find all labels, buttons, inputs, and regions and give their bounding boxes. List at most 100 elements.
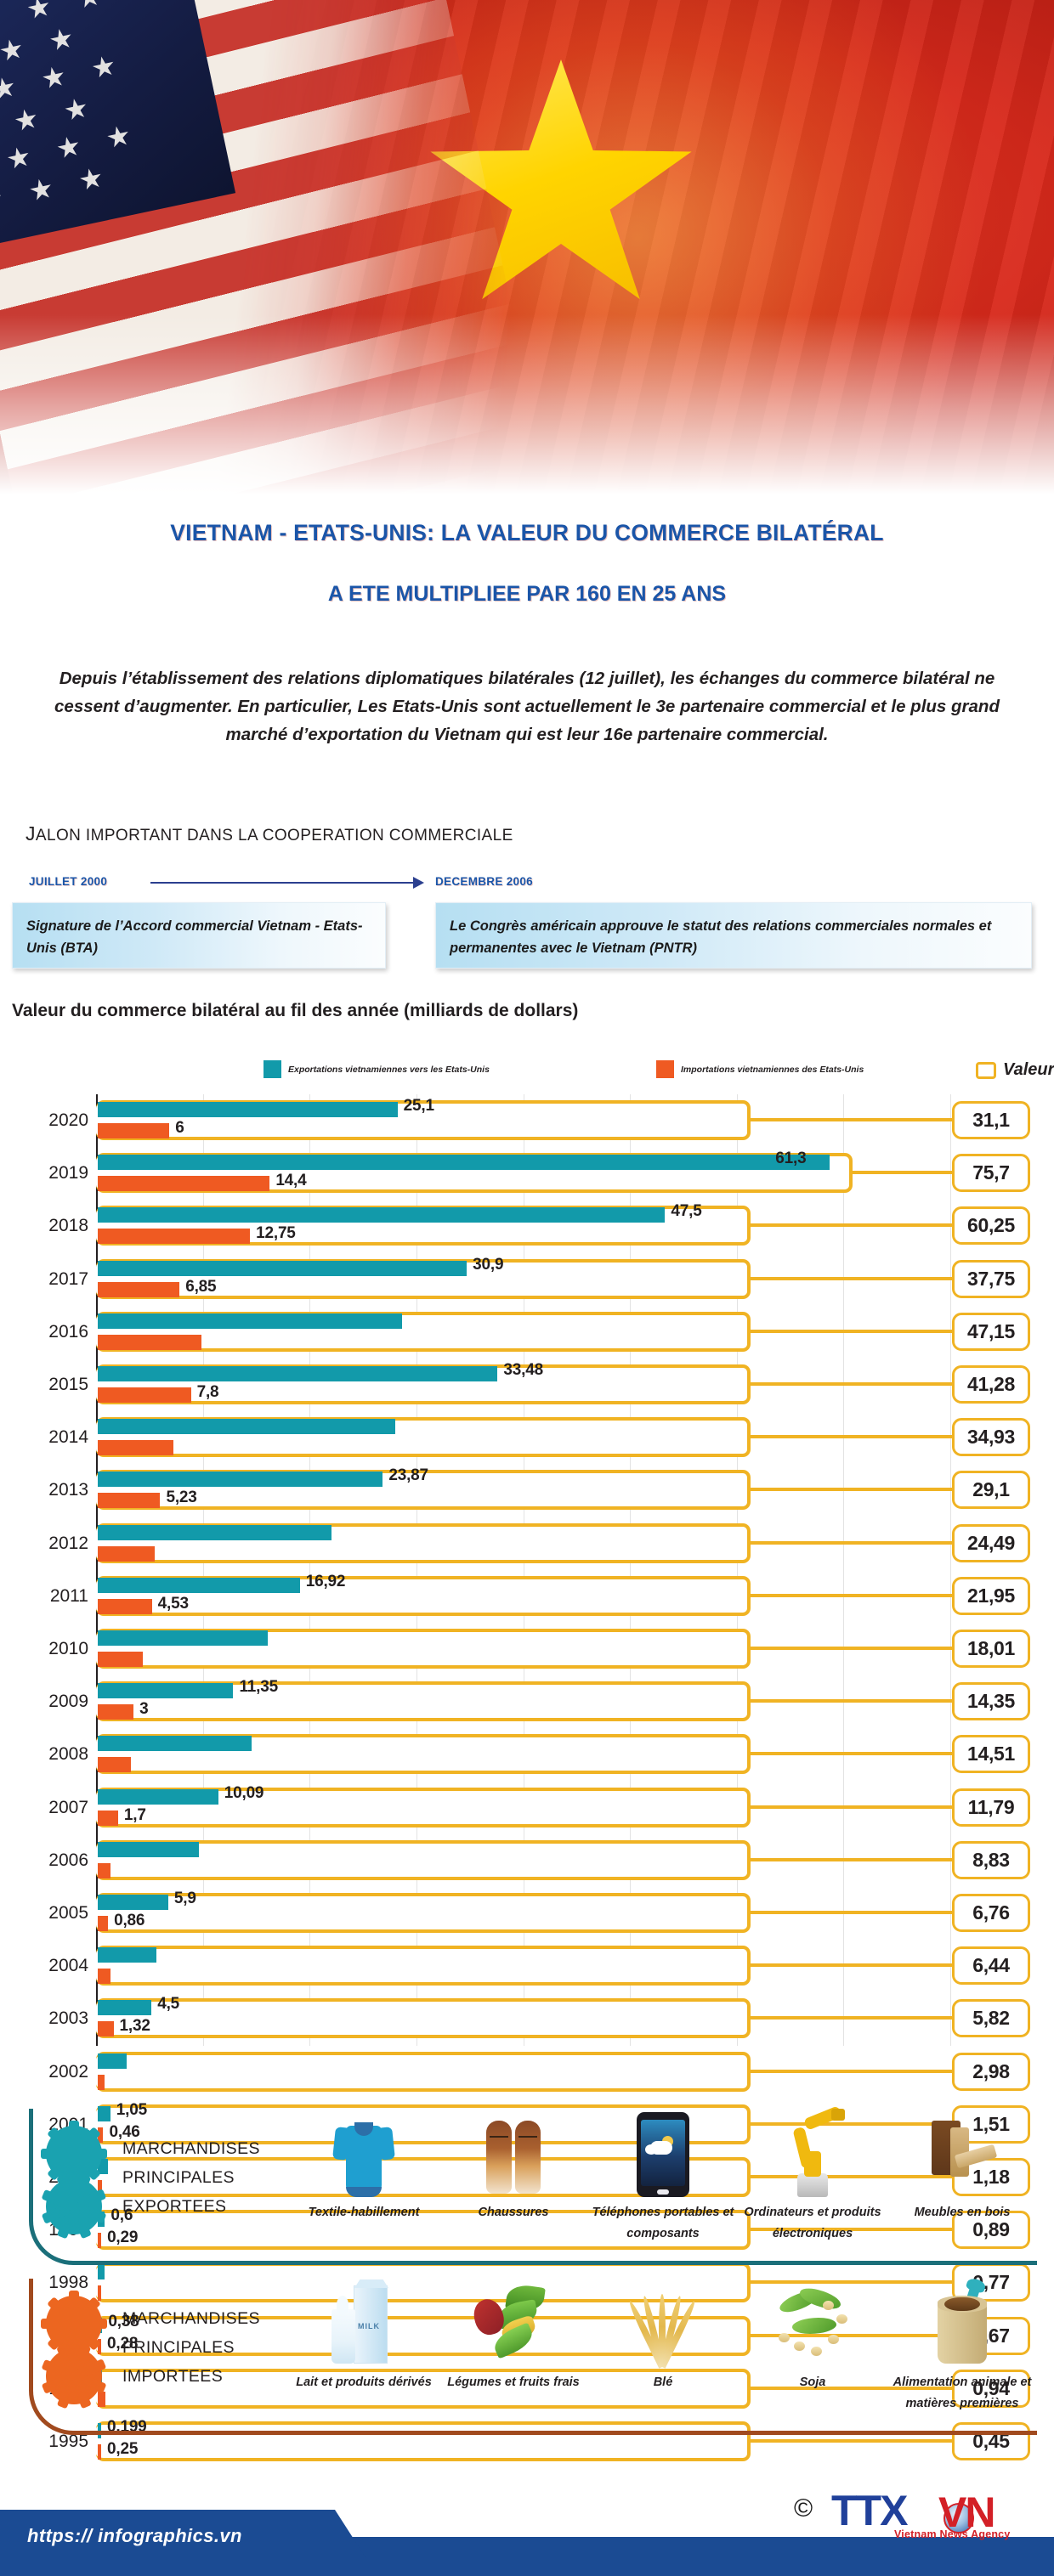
gridline (630, 1094, 631, 2046)
import-bar (98, 1598, 152, 1614)
export-value-label: 1,05 (116, 2100, 147, 2119)
logo-text: TTX (831, 2487, 908, 2534)
chart-year-label: 2016 (48, 1321, 88, 1342)
total-value-badge: 6,76 (952, 1894, 1030, 1932)
import-value-label: 12,75 (256, 1224, 296, 1243)
export-bar (98, 1683, 234, 1699)
milestone-card-2: Le Congrès américain approuve le statut … (435, 902, 1032, 969)
total-value-connector (751, 1276, 952, 1280)
legend-label-imports: Importations vietnamiennes des Etats-Uni… (681, 1064, 864, 1075)
import-bar (98, 1969, 111, 1985)
legend-label-total: Valeur totale (1003, 1060, 1054, 1079)
exports-panel-frame (29, 2109, 1037, 2265)
export-value-label: 11,35 (239, 1678, 278, 1697)
chart-gridlines (96, 1094, 951, 2046)
import-value-label: 7,8 (196, 1383, 219, 1401)
chart-title: Valeur du commerce bilatéral au fil des … (12, 1001, 579, 1020)
list-item: Soja (738, 2275, 887, 2433)
mobile-phone-icon (588, 2105, 738, 2197)
total-value-badge: 14,51 (952, 1735, 1030, 1774)
total-value-connector (751, 2333, 952, 2337)
export-bar (98, 1260, 468, 1276)
imports-item-label: Soja (799, 2375, 826, 2389)
footer: https:// infographics.vn © TTX VN Vietna… (0, 2487, 1054, 2576)
total-value-capsule (96, 1998, 751, 2039)
chart-year-label: 2010 (48, 1639, 88, 1659)
export-value-label: 16,92 (305, 1572, 346, 1590)
chart-row: 2003 5,82 4,5 1,32 (0, 1992, 1054, 2045)
chart-y-axis (96, 1094, 98, 2046)
total-value-capsule (96, 1893, 751, 1933)
page-title-line1: VIETNAM - ETATS-UNIS: LA VALEUR DU COMME… (170, 520, 884, 545)
exports-label-line-2: PRINCIPALES (122, 2168, 235, 2187)
chart-year-label: 2013 (48, 1480, 88, 1500)
total-value-connector (751, 2069, 952, 2073)
total-value-badge: 8,83 (952, 1840, 1030, 1879)
footer-url[interactable]: https:// infographics.vn (27, 2525, 242, 2546)
export-bar (98, 1841, 200, 1857)
export-bar (98, 1313, 403, 1329)
chart-row: 1995 0,45 0,199 0,25 (0, 2415, 1054, 2468)
total-value-badge: 5,82 (952, 1999, 1030, 2038)
vegetables-icon (439, 2275, 588, 2367)
import-value-label: 6 (175, 1119, 184, 1137)
legend-item-total: Valeur totale (976, 1060, 1054, 1080)
exports-goods-list: Textile-habillement Chaussures Téléphone… (289, 2105, 1037, 2263)
total-value-connector (751, 1963, 952, 1968)
total-value-badge: 24,49 (952, 1523, 1030, 1562)
chart-year-label: 2008 (48, 1744, 88, 1765)
chart-row: 2011 21,95 16,92 4,53 (0, 1570, 1054, 1623)
export-bar (98, 1577, 300, 1593)
gridline (843, 1094, 844, 2046)
total-value-connector (751, 2016, 952, 2020)
import-value-label: 0,29 (107, 2229, 139, 2247)
import-value-label: 1,32 (119, 2017, 150, 2036)
chart-legend: Exportations vietnamiennes vers les Etat… (264, 1060, 1054, 1086)
import-bar (98, 1281, 180, 1297)
total-value-connector (751, 1329, 952, 1333)
total-value-connector (751, 2386, 952, 2390)
timeline-arrow-icon (150, 877, 424, 889)
import-bar (98, 1229, 251, 1245)
total-value-badge: 37,75 (952, 1259, 1030, 1298)
export-bar (98, 1155, 830, 1171)
export-bar (98, 2053, 127, 2069)
page-title-line2: A ETE MULTIPLIEE PAR 160 EN 25 ANS (327, 582, 727, 606)
import-value-label: 1,7 (123, 1805, 146, 1824)
exports-item-label: Chaussures (478, 2206, 549, 2219)
import-bar (98, 1176, 270, 1192)
gear-icon (41, 2121, 107, 2187)
total-value-badge: 31,1 (952, 1101, 1030, 1139)
milestone-timeline: JUILLET 2000 DECEMBRE 2006 (29, 875, 1032, 895)
chart-year-label: 2018 (48, 1216, 88, 1236)
imports-panel-label: MARCHANDISES PRINCIPALES IMPORTEES (122, 2304, 292, 2391)
gridline (416, 1094, 417, 2046)
imports-item-label: Légumes et fruits frais (447, 2375, 580, 2389)
import-value-label: 0,46 (109, 2122, 140, 2141)
exports-gears-icon (41, 2121, 112, 2240)
total-value-badge: 34,93 (952, 1418, 1030, 1457)
feed-sack-icon (887, 2275, 1037, 2367)
chart-year-label: 2006 (48, 1850, 88, 1870)
exports-label-line-1: MARCHANDISES (122, 2139, 260, 2158)
chart-row: 2017 37,75 30,9 6,85 (0, 1253, 1054, 1306)
imports-label-line-2: PRINCIPALES (122, 2338, 235, 2357)
chart-row: 19990,890,60,29 (0, 2204, 1054, 2257)
total-value-connector (751, 1805, 952, 1809)
gear-icon (41, 2343, 107, 2409)
milestone-date-2: DECEMBRE 2006 (435, 875, 533, 888)
total-value-capsule (96, 2368, 751, 2409)
chart-row: 2016 47,15 (0, 1306, 1054, 1359)
total-value-connector (751, 1435, 952, 1439)
export-value-label: 23,87 (388, 1466, 428, 1485)
robot-arm-icon (738, 2105, 887, 2197)
chart-year-label: 2020 (48, 1110, 88, 1131)
chart-year-label: 2007 (48, 1797, 88, 1817)
list-item: Chaussures (439, 2105, 588, 2263)
total-value-connector (751, 1699, 952, 1703)
import-bar (98, 1334, 202, 1350)
import-bar (98, 2285, 101, 2302)
milk-carton-icon: MILK (289, 2275, 439, 2367)
soybean-icon (738, 2275, 887, 2367)
total-value-badge: 21,95 (952, 1576, 1030, 1615)
